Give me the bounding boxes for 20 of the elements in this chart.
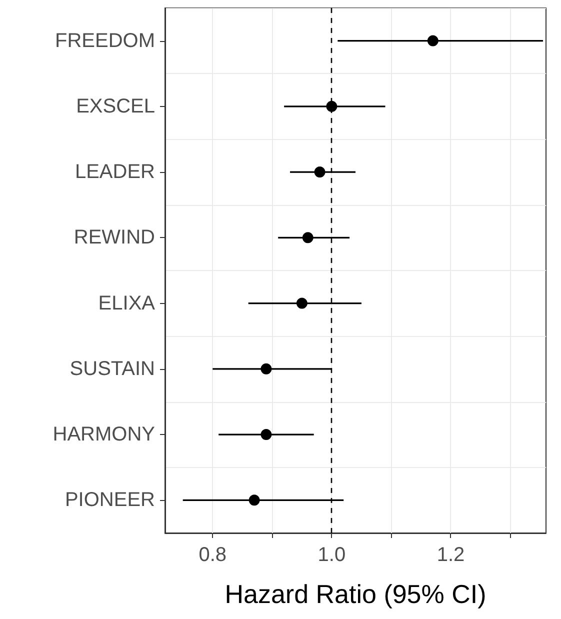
point xyxy=(314,166,326,178)
point xyxy=(260,429,272,440)
y-tick-label: HARMONY xyxy=(52,424,155,446)
y-tick-label: SUSTAIN xyxy=(70,358,155,380)
y-tick-label: LEADER xyxy=(74,161,155,184)
y-tick-label: EXSCEL xyxy=(76,95,155,118)
x-axis-title: Hazard Ratio (95% CI) xyxy=(224,579,486,609)
x-tick-label: 1.2 xyxy=(436,544,465,566)
point xyxy=(248,494,260,506)
point xyxy=(427,35,438,46)
point xyxy=(326,100,338,112)
y-tick-label: FREEDOM xyxy=(55,30,155,52)
x-tick-label: 1.0 xyxy=(318,544,346,566)
point xyxy=(260,363,272,374)
x-tick-label: 0.8 xyxy=(198,544,227,566)
point xyxy=(302,232,314,244)
point xyxy=(296,298,308,309)
y-tick-label: ELIXA xyxy=(98,292,156,314)
y-tick-label: PIONEER xyxy=(64,489,155,512)
y-tick-label: REWIND xyxy=(74,226,155,249)
